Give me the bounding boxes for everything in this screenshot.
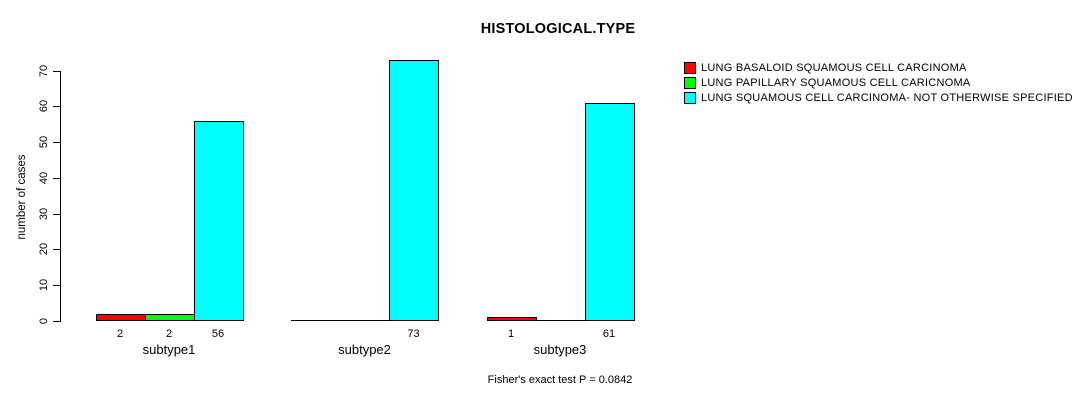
y-axis-tick [53,249,60,251]
y-axis-tick-label: 70 [38,64,50,77]
bar [144,313,195,321]
bar-value-label: 73 [407,327,420,340]
legend: LUNG BASALOID SQUAMOUS CELL CARCINOMA LUN… [684,62,1073,104]
y-axis-tick [53,177,60,179]
y-axis-tick-label: 60 [38,100,50,113]
bar [95,313,146,321]
bar [584,102,635,321]
y-axis-tick-label: 20 [38,243,50,256]
group-baseline [486,320,635,321]
y-axis-tick [53,285,60,287]
y-axis-tick-label: 40 [38,171,50,185]
legend-item-label: LUNG PAPILLARY SQUAMOUS CELL CARICNOMA [701,77,971,89]
y-axis-tick-label: 0 [38,317,50,325]
y-axis-line [60,70,61,322]
y-axis-tick [53,142,60,144]
legend-item-label: LUNG SQUAMOUS CELL CARCINOMA- NOT OTHERW… [701,92,1073,104]
category-label-subtype1: subtype1 [142,342,196,357]
legend-swatch-icon [684,77,696,89]
y-axis-tick-label: 50 [38,136,50,149]
category-label-subtype3: subtype3 [533,342,587,357]
y-axis-tick-label: 30 [38,207,50,220]
chart-title: HISTOLOGICAL.TYPE [480,21,636,37]
bar-value-label: 61 [602,327,616,340]
bar [193,120,244,321]
y-axis-tick [53,321,60,322]
legend-swatch-icon [684,62,696,74]
y-axis-tick-label: 10 [38,279,50,292]
y-axis-tick [53,213,60,215]
fisher-test-footnote: Fisher's exact test P = 0.0842 [487,374,633,386]
group-baseline [291,320,439,321]
category-label-subtype2: subtype2 [338,342,391,357]
y-axis-tick [53,106,60,108]
legend-item-label: LUNG BASALOID SQUAMOUS CELL CARCINOMA [701,62,967,74]
bar-value-label: 2 [116,327,124,340]
legend-item: LUNG SQUAMOUS CELL CARCINOMA- NOT OTHERW… [684,92,1073,104]
legend-item: LUNG BASALOID SQUAMOUS CELL CARCINOMA [684,62,1073,74]
bar-value-label: 1 [507,327,515,340]
bar [486,317,537,321]
legend-item: LUNG PAPILLARY SQUAMOUS CELL CARICNOMA [684,77,1073,89]
bar [389,59,439,321]
legend-swatch-icon [684,92,696,104]
bar-value-label: 56 [211,327,225,340]
bar-value-label: 2 [165,327,173,340]
y-axis-tick [53,70,60,72]
